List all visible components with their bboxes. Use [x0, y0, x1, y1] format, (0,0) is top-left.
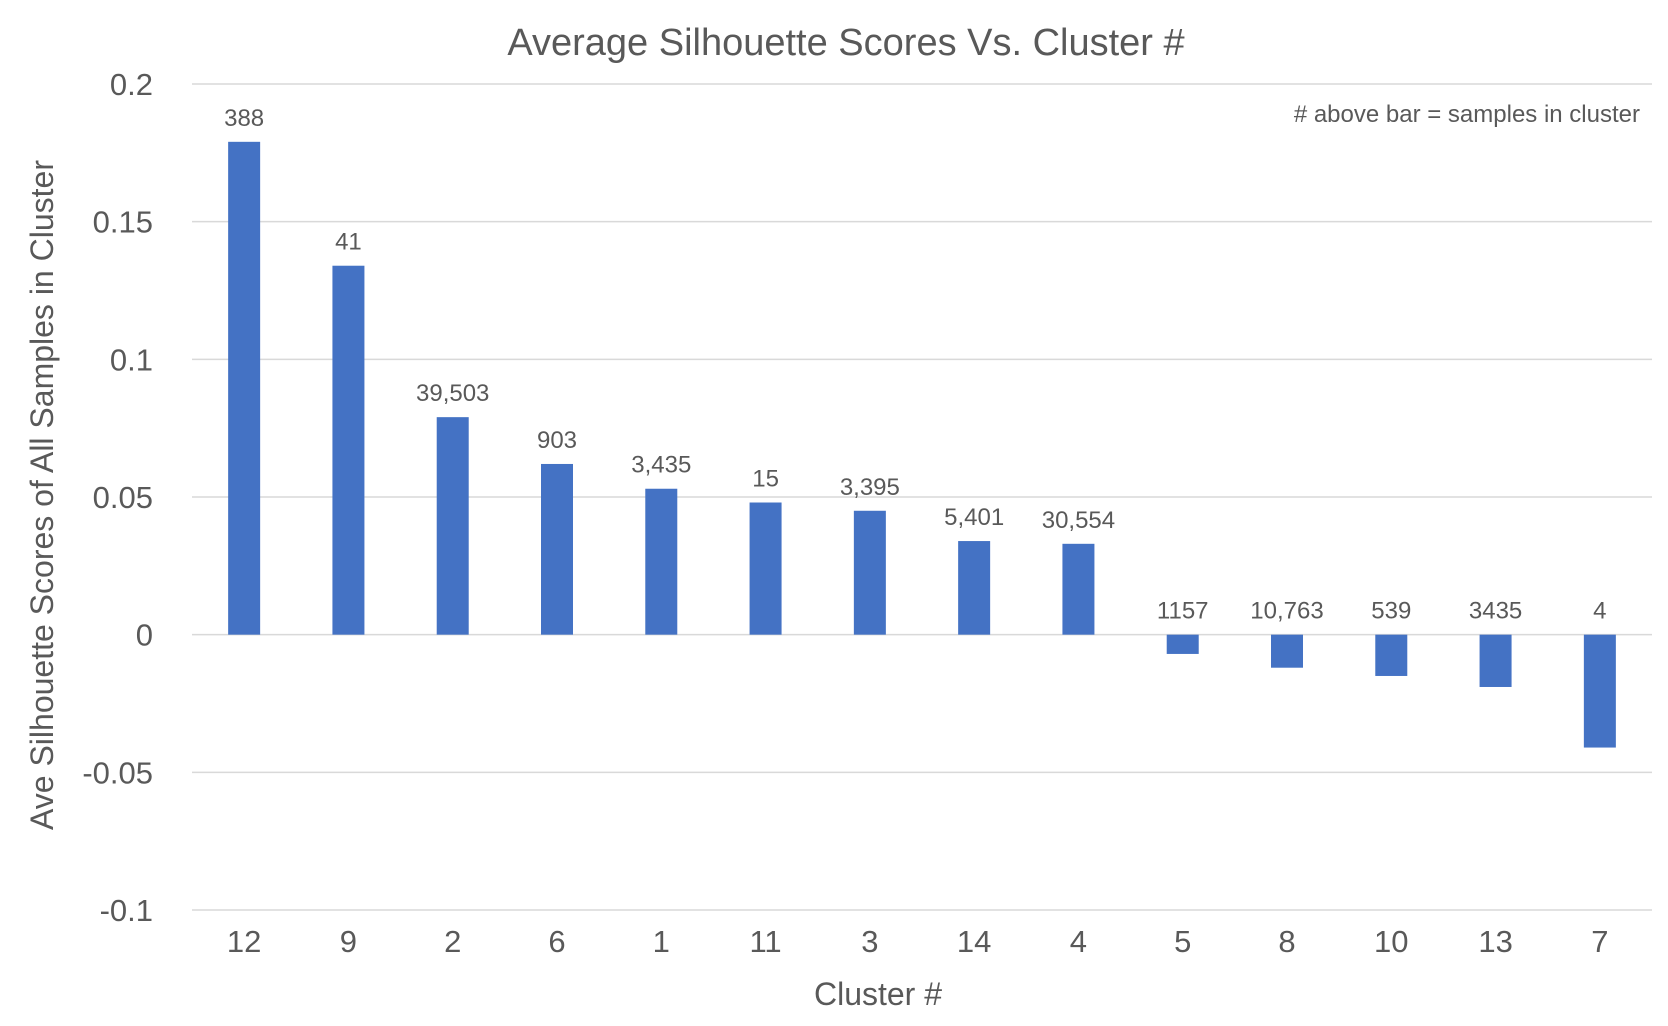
data-label: 3,435	[631, 452, 691, 479]
bar-cluster-5	[1166, 634, 1199, 654]
data-label: 41	[335, 229, 362, 256]
data-label: 539	[1371, 598, 1411, 625]
x-tick-label: 1	[653, 924, 670, 959]
y-tick-label: 0.2	[110, 67, 153, 102]
y-tick-label: 0.1	[110, 342, 153, 377]
bar-cluster-13	[1479, 634, 1512, 687]
data-label: 3,395	[840, 474, 900, 501]
data-label: 4	[1593, 598, 1606, 625]
bar-cluster-7	[1583, 634, 1616, 748]
y-tick-label: 0.05	[93, 480, 153, 515]
y-tick-label: 0.15	[93, 205, 153, 240]
y-tick-label: -0.1	[100, 893, 153, 928]
y-tick-label: -0.05	[82, 755, 153, 790]
bar-cluster-1	[645, 488, 678, 635]
data-label: 30,554	[1042, 507, 1115, 534]
bar-cluster-3	[853, 510, 886, 635]
x-tick-label: 5	[1174, 924, 1191, 959]
data-label: 5,401	[944, 504, 1004, 531]
bar-cluster-9	[332, 265, 365, 635]
data-label: 3435	[1469, 598, 1522, 625]
bar-cluster-10	[1375, 634, 1408, 676]
data-label: 1157	[1157, 598, 1209, 625]
x-tick-label: 10	[1374, 924, 1408, 959]
data-label: 388	[224, 105, 264, 132]
x-tick-label: 11	[749, 924, 781, 959]
bars	[228, 141, 1616, 748]
data-label: 10,763	[1250, 598, 1323, 625]
data-label: 15	[752, 466, 779, 493]
gridlines	[192, 83, 1652, 911]
data-label: 903	[537, 427, 577, 454]
y-axis-title: Ave Silhouette Scores of All Samples in …	[24, 160, 60, 830]
y-axis-ticks: 0.2 0.15 0.1 0.05 0 -0.05 -0.1	[82, 67, 153, 928]
bar-cluster-12	[228, 141, 261, 635]
bar-cluster-11	[749, 502, 782, 635]
bar-cluster-6	[541, 463, 573, 635]
x-tick-label: 4	[1070, 924, 1087, 959]
data-label: 39,503	[416, 380, 489, 407]
x-tick-label: 8	[1278, 924, 1295, 959]
chart-annotation: # above bar = samples in cluster	[1294, 101, 1640, 128]
bar-cluster-2	[436, 417, 469, 635]
x-tick-label: 14	[957, 924, 991, 959]
x-tick-label: 12	[227, 924, 261, 959]
bar-cluster-14	[958, 541, 991, 635]
x-tick-label: 2	[444, 924, 461, 959]
x-tick-label: 7	[1591, 924, 1608, 959]
x-tick-label: 9	[340, 924, 357, 959]
y-tick-label: 0	[136, 618, 153, 653]
x-axis-title: Cluster #	[814, 976, 942, 1012]
bar-cluster-4	[1062, 543, 1095, 635]
x-tick-label: 6	[548, 924, 565, 959]
bar-cluster-8	[1271, 634, 1303, 668]
x-tick-label: 13	[1478, 924, 1512, 959]
data-labels: 388 41 39,503 903 3,435 15 3,395 5,401 30,554 115…	[224, 105, 1606, 625]
x-axis-ticks: 12 9 2 6 1 11 3 14 4 5 8 10 13 7	[227, 924, 1609, 959]
chart-title: Average Silhouette Scores Vs. Cluster #	[507, 22, 1184, 64]
x-tick-label: 3	[861, 924, 878, 959]
